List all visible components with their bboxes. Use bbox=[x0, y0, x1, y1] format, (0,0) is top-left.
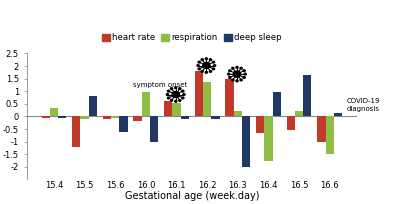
Bar bbox=[164, 101, 172, 116]
Circle shape bbox=[243, 70, 245, 72]
Bar bbox=[225, 79, 234, 116]
Text: COVID-19
diagnosis: COVID-19 diagnosis bbox=[347, 98, 380, 112]
Bar bbox=[181, 116, 189, 120]
Circle shape bbox=[205, 58, 208, 60]
Bar bbox=[272, 92, 281, 116]
Bar bbox=[234, 111, 242, 116]
Bar bbox=[326, 116, 334, 154]
Circle shape bbox=[168, 90, 170, 92]
Circle shape bbox=[179, 100, 181, 101]
Circle shape bbox=[182, 97, 184, 99]
Circle shape bbox=[198, 68, 200, 70]
Circle shape bbox=[240, 67, 242, 69]
Circle shape bbox=[210, 59, 212, 61]
Bar bbox=[42, 116, 50, 118]
Circle shape bbox=[201, 59, 203, 61]
Circle shape bbox=[212, 61, 214, 63]
X-axis label: Gestational age (week.day): Gestational age (week.day) bbox=[125, 191, 259, 201]
Bar bbox=[134, 116, 142, 121]
Circle shape bbox=[229, 77, 231, 78]
Circle shape bbox=[232, 79, 234, 81]
Circle shape bbox=[233, 71, 241, 77]
Circle shape bbox=[205, 71, 208, 73]
Bar bbox=[111, 116, 119, 118]
Bar bbox=[303, 75, 312, 116]
Circle shape bbox=[198, 61, 200, 63]
Circle shape bbox=[228, 73, 230, 75]
Bar bbox=[317, 116, 326, 142]
Circle shape bbox=[172, 91, 179, 98]
Circle shape bbox=[183, 94, 185, 95]
Bar bbox=[295, 111, 303, 116]
Circle shape bbox=[229, 70, 231, 72]
Circle shape bbox=[236, 80, 238, 82]
Bar bbox=[264, 116, 272, 161]
Bar bbox=[142, 92, 150, 116]
Bar bbox=[50, 108, 58, 116]
Bar bbox=[150, 116, 158, 142]
Circle shape bbox=[201, 71, 203, 72]
Circle shape bbox=[170, 88, 173, 90]
Bar bbox=[203, 82, 211, 116]
Circle shape bbox=[175, 87, 177, 89]
Bar bbox=[195, 71, 203, 116]
Bar bbox=[334, 113, 342, 116]
Bar bbox=[58, 116, 66, 118]
Circle shape bbox=[168, 97, 170, 99]
Bar bbox=[103, 116, 111, 119]
Circle shape bbox=[170, 100, 173, 101]
Circle shape bbox=[203, 62, 210, 69]
Bar bbox=[80, 116, 89, 119]
Bar bbox=[256, 116, 264, 133]
Bar bbox=[72, 116, 80, 147]
Bar bbox=[172, 103, 181, 116]
Text: symptom onset: symptom onset bbox=[133, 82, 187, 88]
Circle shape bbox=[179, 88, 181, 90]
Circle shape bbox=[212, 68, 214, 70]
Bar bbox=[287, 116, 295, 130]
Circle shape bbox=[244, 73, 246, 75]
Circle shape bbox=[240, 79, 242, 81]
Circle shape bbox=[232, 67, 234, 69]
Bar bbox=[211, 116, 220, 119]
Bar bbox=[89, 96, 97, 116]
Circle shape bbox=[175, 100, 177, 102]
Bar bbox=[119, 116, 128, 132]
Circle shape bbox=[214, 65, 216, 67]
Circle shape bbox=[236, 67, 238, 68]
Circle shape bbox=[197, 65, 199, 67]
Circle shape bbox=[210, 71, 212, 72]
Circle shape bbox=[166, 94, 168, 95]
Legend: heart rate, respiration, deep sleep: heart rate, respiration, deep sleep bbox=[98, 30, 285, 46]
Circle shape bbox=[182, 90, 184, 92]
Bar bbox=[242, 116, 250, 167]
Circle shape bbox=[243, 77, 245, 78]
